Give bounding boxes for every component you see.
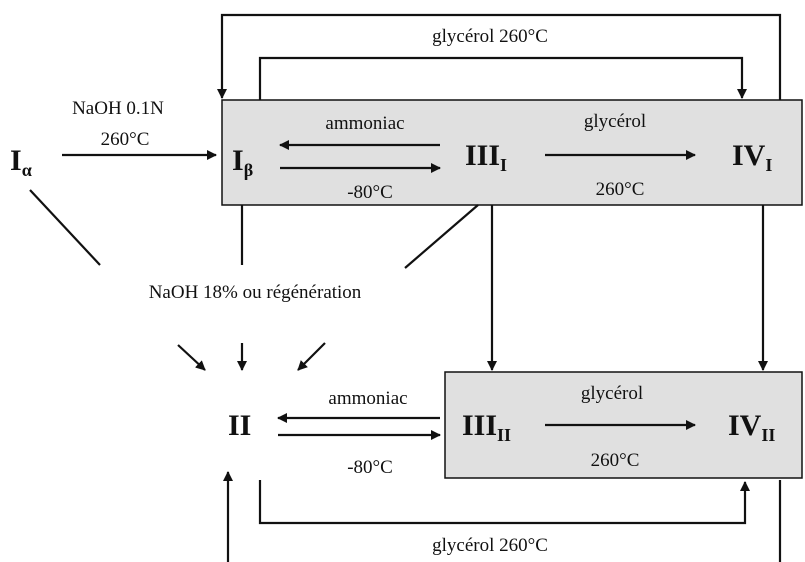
edge-label: glycérol (581, 383, 643, 404)
top-box (221, 99, 803, 206)
edge-label: glycérol (584, 111, 646, 132)
node: IVI (732, 139, 772, 175)
node: II (228, 409, 251, 442)
edge-label: ammoniac (325, 113, 404, 134)
node: IVII (728, 409, 775, 445)
edge-label: -80°C (347, 457, 393, 478)
edge-label: 260°C (101, 129, 150, 150)
edge-label: -80°C (347, 182, 393, 203)
edge-label: glycérol 260°C (432, 535, 548, 556)
edge-label: ammoniac (328, 388, 407, 409)
node: IIII (465, 139, 507, 175)
edge-labels: NaOH 0.1N 260°C ammoniac -80°C glycérol … (72, 26, 646, 556)
edge-label: glycérol 260°C (432, 26, 548, 47)
edge-label: 260°C (591, 450, 640, 471)
nodes: Iα Iβ IIII IVI II IIIII IVII (10, 139, 775, 445)
arrows (29, 13, 782, 562)
node: IIIII (462, 409, 511, 445)
edge-label: NaOH 18% ou régénération (149, 282, 362, 303)
node: Iβ (232, 144, 253, 180)
edge-label: 260°C (596, 179, 645, 200)
edge-label: NaOH 0.1N (72, 98, 164, 119)
node: Iα (10, 144, 32, 180)
